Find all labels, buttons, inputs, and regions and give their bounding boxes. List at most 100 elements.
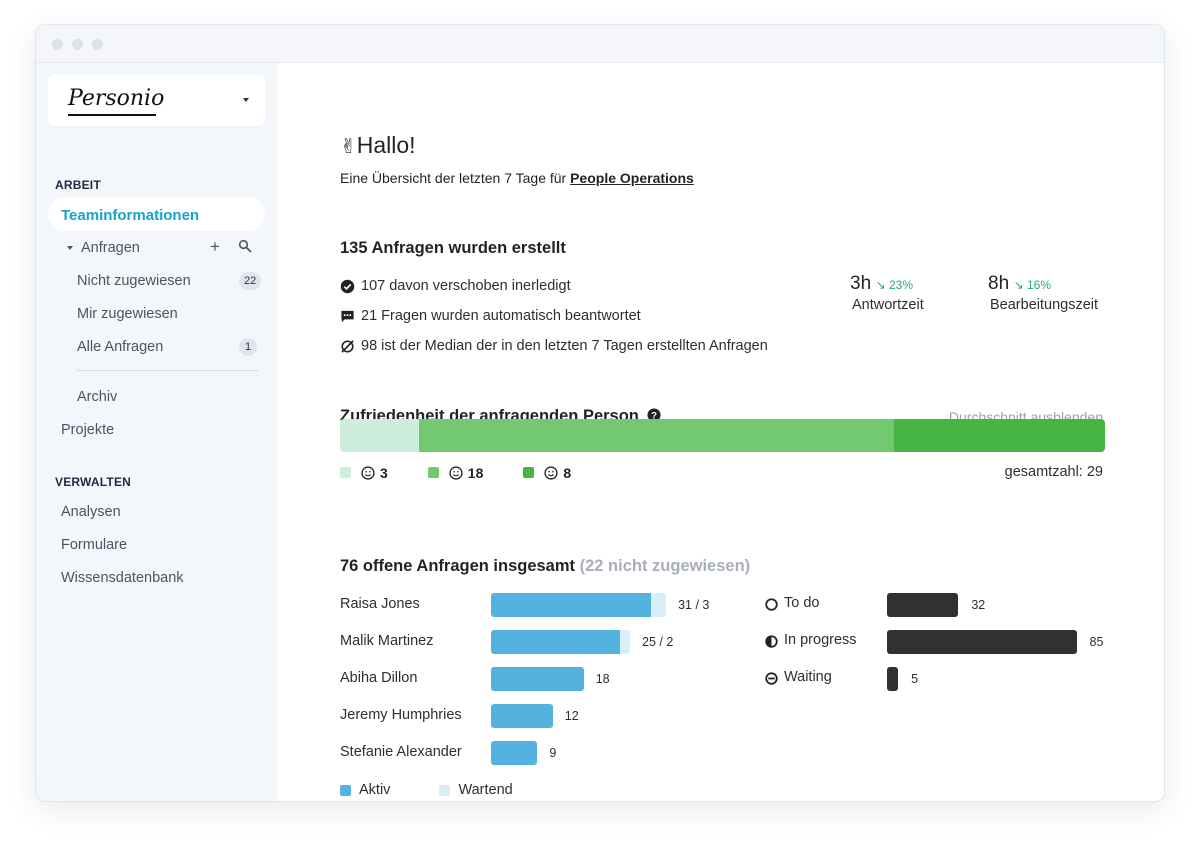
legend-label-active: Aktiv <box>359 782 391 798</box>
active-bar[interactable] <box>491 667 584 691</box>
kpi-label: Antwortzeit <box>852 297 924 313</box>
sidebar-item-analysen[interactable]: Analysen <box>61 504 121 520</box>
summary-line-text: 107 davon verschoben inerledigt <box>361 278 571 294</box>
smiley-icon <box>449 466 463 480</box>
legend-label-waiting: Wartend <box>458 782 513 798</box>
status-bar[interactable] <box>887 630 1077 654</box>
assignee-name[interactable]: Jeremy Humphries <box>340 707 462 723</box>
satisfaction-legend-item: 3 <box>340 464 388 481</box>
greeting-text: Hallo! <box>356 132 416 158</box>
count-badge: 1 <box>239 338 257 356</box>
subtitle-text: Eine Übersicht der letzten 7 Tage für <box>340 170 571 186</box>
summary-line-median: 98 ist der Median der in den letzten 7 T… <box>340 338 768 354</box>
bar-value-label: 25 / 2 <box>642 635 674 649</box>
workspace-switcher[interactable]: Personio <box>48 75 265 126</box>
sidebar-item-archiv[interactable]: Archiv <box>77 389 118 405</box>
sidebar-item-nicht-zugewiesen[interactable]: Nicht zugewiesen <box>77 273 191 289</box>
sidebar-item-formulare[interactable]: Formulare <box>61 537 128 553</box>
window-titlebar <box>36 25 1164 63</box>
bar-value-label: 12 <box>564 709 579 723</box>
legend-count: 8 <box>563 464 572 481</box>
status-label[interactable]: In progress <box>784 632 857 648</box>
page-title: ✌Hallo! <box>340 132 416 159</box>
sidebar-item-mir-zugewiesen[interactable]: Mir zugewiesen <box>77 306 178 322</box>
sidebar-item-label[interactable]: Teaminformationen <box>61 207 200 224</box>
active-bar[interactable] <box>491 593 651 617</box>
summary-line-auto-answered: 21 Fragen wurden automatisch beantwortet <box>340 308 641 324</box>
divider <box>77 370 258 371</box>
legend-count: 3 <box>380 464 388 481</box>
team-link[interactable]: People Operations <box>570 170 694 186</box>
active-bar[interactable] <box>491 630 620 654</box>
victory-hand-icon: ✌ <box>340 136 357 158</box>
open-requests-count: 76 offene Anfragen insgesamt <box>340 557 576 575</box>
svg-text:?: ? <box>652 411 658 422</box>
diameter-icon <box>341 339 354 353</box>
active-bar[interactable] <box>491 741 538 765</box>
circle-half-icon <box>765 635 778 648</box>
circle-minus-icon <box>765 672 778 685</box>
legend-swatch <box>523 467 535 479</box>
chevron-down-icon <box>243 98 249 102</box>
summary-line-text: 21 Fragen wurden automatisch beantwortet <box>361 308 641 324</box>
smiley-icon <box>361 466 375 480</box>
kpi-label: Bearbeitungszeit <box>990 297 1099 313</box>
logo-underline <box>68 114 156 116</box>
active-bar[interactable] <box>491 704 553 728</box>
search-icon[interactable] <box>238 239 252 253</box>
kpi-trend: ↘ 23% <box>875 278 913 292</box>
assignee-name[interactable]: Malik Martinez <box>340 633 434 649</box>
summary-line-resolved: 107 davon verschoben inerledigt <box>340 278 571 294</box>
assignee-name[interactable]: Abiha Dillon <box>340 670 418 686</box>
section-heading-manage: VERWALTEN <box>55 475 132 489</box>
status-bar[interactable] <box>887 593 959 617</box>
legend-count: 18 <box>467 464 484 481</box>
open-requests-unassigned: (22 nicht zugewiesen) <box>579 557 751 575</box>
sidebar-item-alle-anfragen[interactable]: Alle Anfragen <box>77 339 164 355</box>
legend-swatch-active <box>340 784 351 796</box>
kpi-trend: ↘ 16% <box>1013 278 1051 292</box>
bar-value-label: 18 <box>595 672 610 686</box>
app-window: Personio ARBEIT Teaminformationen Anfrag… <box>35 24 1165 802</box>
satisfaction-legend: 3 18 8 <box>340 464 611 482</box>
status-label[interactable]: To do <box>784 595 820 611</box>
main-content: ✌Hallo! Eine Übersicht der letzten 7 Tag… <box>277 63 1164 801</box>
status-label[interactable]: Waiting <box>784 669 832 685</box>
satisfaction-legend-item: 18 <box>427 464 484 481</box>
satisfaction-total: gesamtzahl: 29 <box>1004 464 1103 480</box>
logo: Personio <box>68 86 165 111</box>
page-subtitle: Eine Übersicht der letzten 7 Tage für Pe… <box>340 170 694 186</box>
satisfaction-bar <box>340 419 1105 452</box>
caret-down-icon[interactable] <box>67 246 73 250</box>
summary-line-text: 98 ist der Median der in den letzten 7 T… <box>361 338 768 354</box>
legend-swatch <box>427 467 439 479</box>
assignee-legend: Aktiv Wartend <box>340 782 513 798</box>
help-icon[interactable]: ? <box>647 408 662 422</box>
bar-value-label: 32 <box>971 598 986 612</box>
kpi-value: 3h <box>850 273 872 294</box>
waiting-bar[interactable] <box>619 630 631 654</box>
open-requests-title: 76 offene Anfragen insgesamt (22 nicht z… <box>340 557 750 576</box>
smiley-icon <box>544 466 558 480</box>
sidebar-item-teaminformationen[interactable] <box>48 197 265 231</box>
satisfaction-legend-item: 8 <box>523 464 571 481</box>
kpi-value: 8h <box>988 273 1010 294</box>
legend-swatch <box>340 467 351 479</box>
window-dot-icon <box>52 39 63 50</box>
add-icon[interactable]: + <box>210 237 220 256</box>
waiting-bar[interactable] <box>650 593 667 617</box>
assignee-name[interactable]: Raisa Jones <box>340 596 420 612</box>
legend-swatch-waiting <box>439 784 451 796</box>
bar-value-label: 9 <box>549 746 557 760</box>
status-bar[interactable] <box>887 667 899 691</box>
sidebar-item-projekte[interactable]: Projekte <box>61 422 115 438</box>
sidebar: Personio ARBEIT Teaminformationen Anfrag… <box>36 63 277 801</box>
bar-value-label: 5 <box>911 672 919 686</box>
sidebar-item-anfragen[interactable]: Anfragen <box>81 240 140 256</box>
assignee-name[interactable]: Stefanie Alexander <box>340 744 462 760</box>
circle-empty-icon <box>765 598 778 611</box>
sidebar-item-wissensdatenbank[interactable]: Wissensdatenbank <box>61 570 184 586</box>
window-dot-icon <box>92 39 103 50</box>
bar-value-label: 85 <box>1089 635 1104 649</box>
satisfaction-segment <box>419 419 894 452</box>
